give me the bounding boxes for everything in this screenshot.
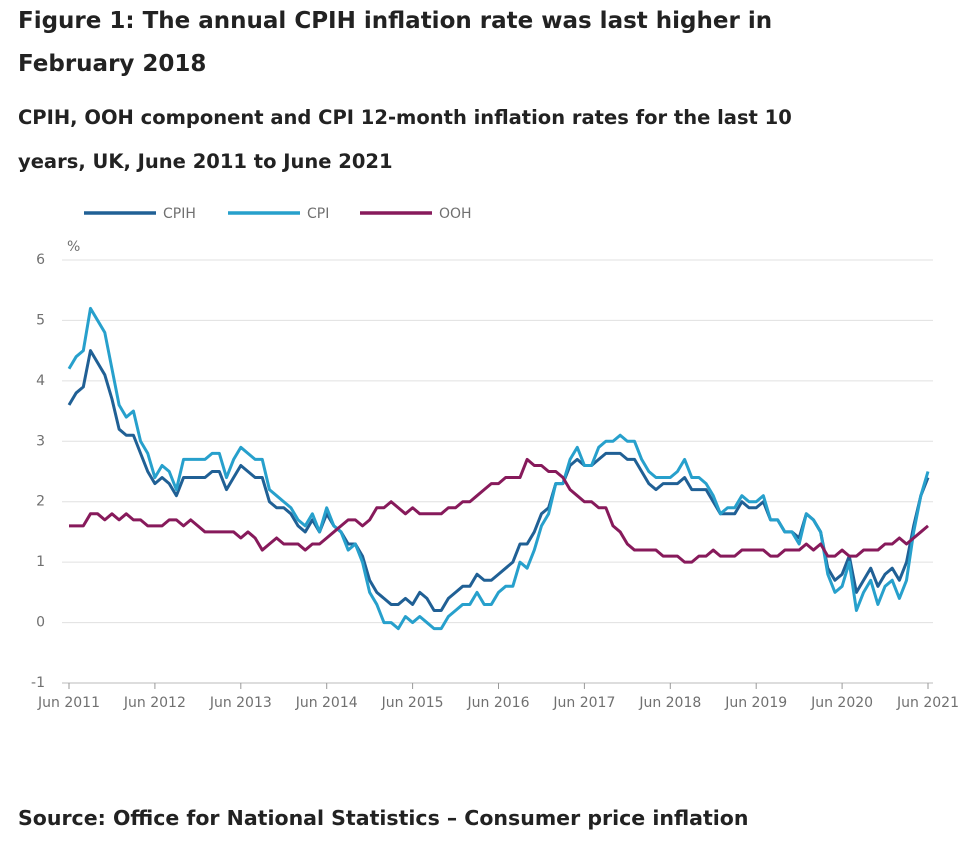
y-tick-label: 2 <box>36 494 45 510</box>
y-tick-label: -1 <box>31 675 45 691</box>
y-tick-label: 1 <box>36 554 45 570</box>
y-axis-label: % <box>67 239 80 255</box>
chart: % -1 0 1 2 3 4 5 6 Jun 2011 Jun 2012 Jun 2013 Jun 2… <box>31 206 959 711</box>
x-tick-label: Jun 2021 <box>896 695 959 711</box>
x-tick-label: Jun 2019 <box>724 695 787 711</box>
legend-label: OOH <box>439 206 472 222</box>
series-line <box>67 349 930 612</box>
chart-title: Figure 1: The annual CPIH inflation rate… <box>18 8 773 77</box>
y-tick-label: 3 <box>36 433 45 449</box>
x-tick-label: Jun 2018 <box>638 695 701 711</box>
x-tick-label: Jun 2014 <box>295 695 358 711</box>
source-note: Source: Office for National Statistics –… <box>18 806 749 830</box>
x-tick-label: Jun 2011 <box>37 695 100 711</box>
y-tick-label: 4 <box>36 373 45 389</box>
legend-label: CPIH <box>163 206 196 222</box>
series-line <box>67 306 930 631</box>
y-tick-label: 6 <box>36 252 45 268</box>
x-tick-label: Jun 2016 <box>467 695 530 711</box>
x-tick-label: Jun 2015 <box>381 695 444 711</box>
y-tick-label: 5 <box>36 312 45 328</box>
x-tick-label: Jun 2013 <box>209 695 272 711</box>
chart-subtitle: CPIH, OOH component and CPI 12-month inf… <box>18 106 792 173</box>
series-line <box>69 457 929 564</box>
x-tick-label: Jun 2012 <box>123 695 186 711</box>
x-tick-label: Jun 2017 <box>552 695 615 711</box>
legend-label: CPI <box>307 206 329 222</box>
y-tick-label: 0 <box>36 615 45 631</box>
x-tick-label: Jun 2020 <box>810 695 873 711</box>
